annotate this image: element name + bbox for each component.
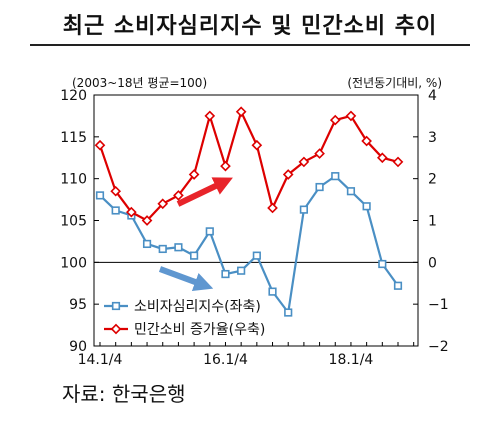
x-tick-label: 16.1/4: [203, 352, 248, 368]
consumer-sentiment-point: [142, 239, 152, 249]
consumer-sentiment-point: [174, 243, 183, 252]
private-consumption-point: [141, 215, 153, 226]
private-consumption-line: [98, 108, 399, 222]
consumer-sentiment-point: [284, 308, 293, 317]
y-right-tick-label: 3: [428, 130, 437, 146]
y-right-axis-note: (전년동기대비, %): [347, 76, 442, 90]
y-right-tick-label: −1: [428, 297, 449, 313]
consumer-sentiment-point: [299, 205, 308, 214]
down-trend-arrow: [158, 266, 214, 292]
private-consumption-point: [235, 106, 247, 118]
y-left-tick-label: 95: [69, 297, 87, 313]
consumer-sentiment-point: [221, 269, 230, 279]
private-consumption-point: [376, 152, 388, 164]
consumer-sentiment-point: [237, 266, 246, 275]
legend-consumer-sentiment-marker: [111, 301, 121, 311]
y-right-tick-label: 0: [428, 255, 437, 271]
private-consumption-point: [110, 185, 122, 197]
private-consumption-point: [251, 139, 263, 151]
legend-private-consumption-label: 민간소비 증가율(우축): [134, 322, 265, 338]
y-right-tick-label: −2: [428, 339, 449, 355]
y-left-tick-label: 100: [60, 255, 87, 271]
chart-title: 최근 소비자심리지수 및 민간소비 추이: [62, 14, 438, 39]
consumer-sentiment-point: [346, 187, 356, 196]
title-underline: [30, 44, 470, 46]
y-right-tick-label: 4: [428, 88, 437, 104]
private-consumption-point: [345, 110, 357, 122]
private-consumption-point: [329, 114, 341, 126]
x-tick-label: 14.1/4: [78, 352, 123, 368]
private-consumption-point: [392, 156, 404, 168]
private-consumption-point: [267, 202, 278, 214]
x-tick-label: 18.1/4: [329, 352, 374, 368]
consumer-sentiment-point: [315, 182, 324, 192]
consumer-sentiment-point: [158, 244, 167, 254]
private-consumption-point: [204, 110, 216, 122]
source-note: 자료: 한국은행: [62, 382, 186, 406]
private-consumption-point: [282, 169, 294, 180]
private-consumption-point: [126, 206, 137, 218]
consumer-sentiment-point: [362, 202, 371, 211]
consumer-sentiment-point: [190, 251, 199, 260]
private-consumption-point: [188, 169, 200, 180]
consumer-sentiment-point: [393, 281, 403, 290]
consumer-sentiment-point: [111, 206, 120, 215]
consumer-sentiment-point: [378, 259, 387, 269]
consumer-sentiment-point: [268, 287, 277, 296]
y-left-tick-label: 120: [60, 88, 87, 104]
y-left-axis-note: (2003~18년 평균=100): [72, 76, 207, 90]
consumer-sentiment-point: [252, 251, 261, 260]
private-consumption-point: [94, 139, 106, 151]
legend-consumer-sentiment-label: 소비자심리지수(좌축): [134, 299, 261, 315]
y-right-tick-label: 1: [428, 214, 437, 230]
private-consumption-point: [157, 198, 169, 210]
consumer-sentiment-point: [331, 172, 340, 181]
y-left-tick-label: 105: [60, 214, 87, 230]
consumer-sentiment-point: [205, 227, 214, 236]
consumer-sentiment-point: [95, 191, 105, 200]
private-consumption-point: [220, 160, 231, 172]
y-right-tick-label: 2: [428, 172, 437, 188]
y-left-tick-label: 115: [60, 130, 87, 146]
private-consumption-point: [314, 148, 325, 159]
up-trend-arrow: [176, 177, 233, 207]
private-consumption-point: [173, 190, 184, 201]
y-left-tick-label: 90: [69, 339, 87, 355]
legend-private-consumption-marker: [110, 323, 122, 335]
y-left-tick-label: 110: [60, 172, 87, 188]
private-consumption-point: [298, 156, 310, 168]
private-consumption-point: [361, 135, 372, 147]
